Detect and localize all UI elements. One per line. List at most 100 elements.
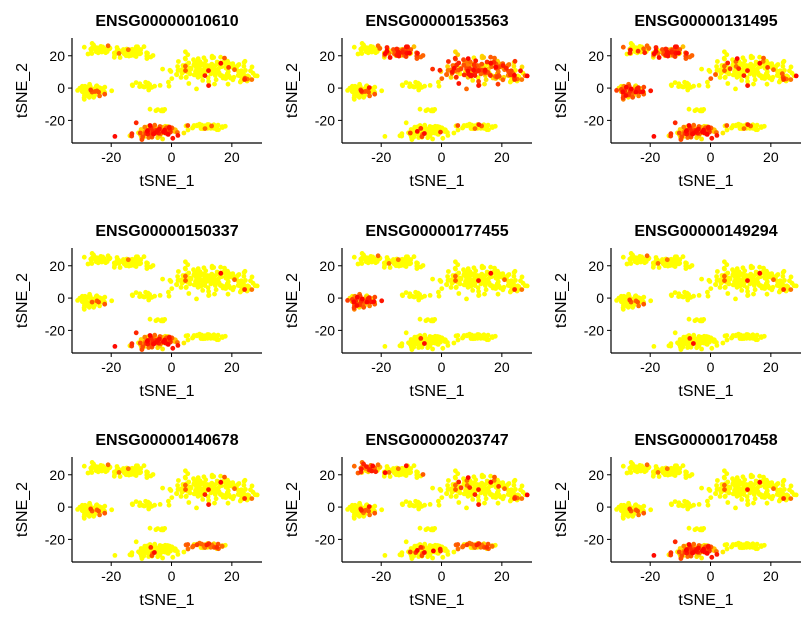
cell-point (416, 343, 422, 349)
cell-point (129, 501, 135, 507)
cell-point (762, 74, 767, 79)
cell-point (361, 253, 367, 259)
cell-point (197, 283, 203, 288)
cell-point (183, 482, 188, 488)
cell-point (218, 264, 224, 270)
cell-point (620, 254, 626, 260)
cell-point (737, 125, 743, 130)
cell-point (780, 63, 786, 69)
cell-point (676, 260, 681, 266)
cell-point (444, 491, 450, 497)
cell-point (103, 469, 109, 475)
cell-point (630, 43, 636, 49)
cell-point (410, 134, 416, 140)
cell-point (440, 345, 446, 351)
cell-point (175, 343, 181, 348)
cell-point (754, 489, 760, 494)
cell-point (628, 86, 634, 92)
cell-point (740, 272, 746, 278)
cell-point (506, 492, 511, 497)
cell-point (777, 487, 783, 493)
cell-point (249, 496, 255, 501)
cell-point (359, 466, 364, 472)
cell-point (453, 333, 459, 339)
y-tick-label: 0 (57, 499, 65, 515)
cell-point (433, 130, 438, 136)
cell-point (626, 293, 632, 299)
cell-point (495, 81, 501, 87)
cell-point (469, 278, 475, 284)
cell-point (506, 62, 512, 67)
cell-point (745, 122, 751, 127)
cell-point (495, 279, 501, 285)
cell-point (648, 507, 654, 513)
cell-point (182, 474, 188, 480)
cell-point (520, 280, 526, 286)
cell-point (745, 68, 750, 73)
cell-point (500, 63, 506, 68)
cell-point (187, 71, 193, 77)
cell-point (708, 76, 714, 81)
cell-point (196, 271, 202, 277)
cell-point (639, 463, 645, 469)
cell-point (371, 299, 377, 304)
panel-title: ENSG00000131495 (634, 13, 777, 30)
cell-point (183, 68, 188, 73)
cell-point (199, 278, 205, 284)
cell-point (162, 107, 168, 112)
cell-point (752, 496, 758, 502)
cell-point (733, 296, 738, 302)
cell-point (411, 254, 417, 260)
cell-point (715, 478, 720, 483)
cell-point (232, 67, 237, 73)
cell-point (230, 496, 236, 502)
cell-point (362, 508, 368, 513)
cell-point (238, 278, 244, 284)
cell-point (166, 289, 171, 295)
cell-point (345, 298, 350, 303)
cell-point (460, 543, 466, 549)
cell-point (641, 84, 647, 90)
cell-point (195, 56, 201, 61)
cell-point (445, 552, 451, 557)
cell-point (445, 278, 451, 283)
cell-point (169, 76, 175, 81)
cell-point (105, 43, 111, 49)
cell-point (364, 464, 369, 469)
cell-point (431, 548, 436, 554)
x-axis-label: tSNE_1 (139, 383, 194, 400)
cell-point (689, 53, 695, 58)
cell-point (381, 473, 387, 479)
cell-point (631, 303, 636, 308)
cell-point (769, 77, 775, 83)
cell-point (687, 473, 693, 479)
y-axis-label: tSNE_2 (14, 482, 31, 537)
cell-point (414, 129, 420, 134)
cell-point (623, 93, 629, 98)
cell-point (198, 125, 204, 130)
cell-point (357, 502, 363, 508)
cell-point (188, 277, 194, 282)
cell-point (686, 123, 692, 128)
cell-point (453, 278, 458, 283)
cell-point (470, 497, 476, 502)
cell-point (145, 50, 150, 56)
cell-point (633, 466, 639, 471)
cell-point (137, 469, 143, 475)
cell-point (366, 508, 371, 514)
cell-point (620, 44, 626, 50)
cell-point (206, 68, 211, 73)
x-tick-label: 20 (494, 359, 510, 375)
cell-point (788, 483, 794, 489)
cell-point (696, 293, 702, 298)
cell-point (351, 254, 357, 260)
y-axis-label: tSNE_2 (284, 482, 301, 537)
cell-point (395, 466, 401, 472)
cell-point (456, 270, 462, 276)
cell-point (750, 334, 756, 339)
cell-point (793, 73, 799, 79)
cell-point (215, 122, 221, 128)
cell-point (438, 339, 443, 345)
x-tick-label: 0 (438, 149, 446, 165)
